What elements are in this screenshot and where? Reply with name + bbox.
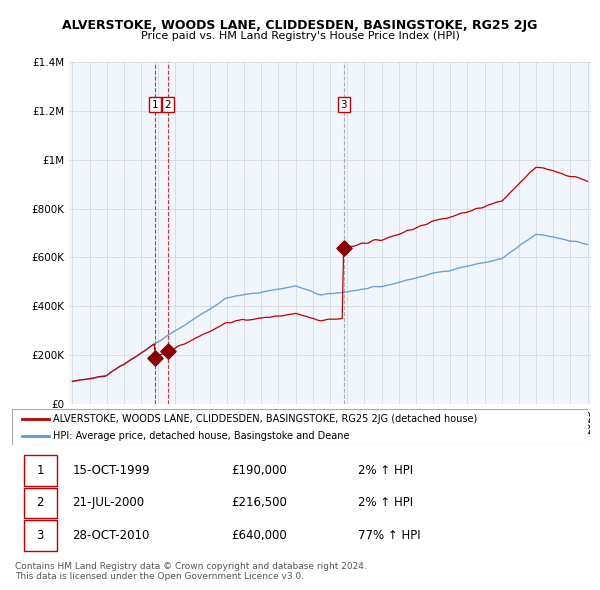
Text: This data is licensed under the Open Government Licence v3.0.: This data is licensed under the Open Gov… — [15, 572, 304, 581]
Point — [163, 346, 172, 356]
Text: 2% ↑ HPI: 2% ↑ HPI — [358, 496, 413, 510]
Text: 2: 2 — [37, 496, 44, 510]
Text: 3: 3 — [340, 100, 347, 110]
Text: ALVERSTOKE, WOODS LANE, CLIDDESDEN, BASINGSTOKE, RG25 2JG: ALVERSTOKE, WOODS LANE, CLIDDESDEN, BASI… — [62, 19, 538, 32]
Text: HPI: Average price, detached house, Basingstoke and Deane: HPI: Average price, detached house, Basi… — [53, 431, 350, 441]
Text: ALVERSTOKE, WOODS LANE, CLIDDESDEN, BASINGSTOKE, RG25 2JG (detached house): ALVERSTOKE, WOODS LANE, CLIDDESDEN, BASI… — [53, 414, 478, 424]
Text: Contains HM Land Registry data © Crown copyright and database right 2024.: Contains HM Land Registry data © Crown c… — [15, 562, 367, 571]
Bar — [23, 488, 57, 518]
Text: 3: 3 — [37, 529, 44, 542]
Text: 2: 2 — [164, 100, 171, 110]
Text: 1: 1 — [37, 464, 44, 477]
Text: 1: 1 — [151, 100, 158, 110]
Bar — [23, 520, 57, 551]
Point — [150, 353, 160, 362]
Point — [339, 243, 349, 253]
Text: 28-OCT-2010: 28-OCT-2010 — [73, 529, 150, 542]
Text: 2% ↑ HPI: 2% ↑ HPI — [358, 464, 413, 477]
Bar — [23, 455, 57, 486]
Text: Price paid vs. HM Land Registry's House Price Index (HPI): Price paid vs. HM Land Registry's House … — [140, 31, 460, 41]
Text: 15-OCT-1999: 15-OCT-1999 — [73, 464, 150, 477]
Text: 77% ↑ HPI: 77% ↑ HPI — [358, 529, 420, 542]
Text: 21-JUL-2000: 21-JUL-2000 — [73, 496, 145, 510]
Text: £190,000: £190,000 — [231, 464, 287, 477]
Text: £640,000: £640,000 — [231, 529, 287, 542]
Text: £216,500: £216,500 — [231, 496, 287, 510]
